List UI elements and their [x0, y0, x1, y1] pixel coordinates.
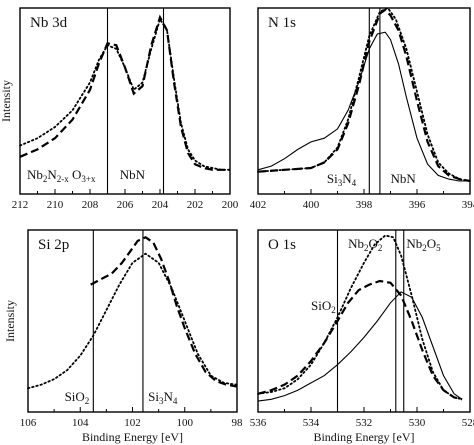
- x-tick-label: 396: [409, 199, 426, 211]
- peak-annotation: Nb2N2-x O3+x: [27, 167, 96, 184]
- series-line-dashed: [90, 236, 238, 388]
- peak-annotation: SiO2: [311, 298, 336, 315]
- x-tick-label: 212: [12, 199, 29, 211]
- x-tick-label: 100: [177, 417, 194, 429]
- peak-annotation: Nb2O5: [406, 236, 441, 253]
- x-tick-label: 208: [82, 199, 99, 211]
- x-tick-label: 102: [124, 417, 141, 429]
- x-tick-label: 400: [303, 199, 320, 211]
- x-axis-title: Binding Energy [eV]: [82, 430, 183, 444]
- x-tick-label: 394: [462, 199, 474, 211]
- series-line-dotted: [19, 17, 231, 171]
- peak-annotation: SiO2: [65, 389, 90, 406]
- peak-annotation: Si3N4: [148, 389, 178, 406]
- series-line-dashed: [19, 14, 230, 171]
- series-line-solid: [257, 291, 463, 402]
- x-tick-label: 532: [356, 417, 373, 429]
- peak-annotation: Nb2O2: [348, 236, 382, 253]
- x-tick-label: 104: [72, 417, 89, 429]
- x-tick-label: 402: [250, 199, 267, 211]
- peak-annotation: NbN: [120, 167, 146, 182]
- x-tick-label: 98: [232, 417, 244, 429]
- panel-title: N 1s: [268, 15, 296, 31]
- y-axis-title: Intensity: [0, 80, 13, 122]
- series-line-dotted: [257, 234, 463, 401]
- x-tick-label: 534: [303, 417, 320, 429]
- panel-nb-3d: 212 210 208 206 204 202 200 Nb 3d Nb2N2-x O3+x Nb…: [0, 7, 239, 211]
- x-tick-label: 206: [117, 199, 134, 211]
- panel-o-1s: 536 534 532 530 528 O 1s SiO2 Nb2O2 Nb2O5 Binding…: [250, 229, 474, 444]
- x-tick-label: 200: [222, 199, 239, 211]
- series-line-dashed: [257, 279, 463, 401]
- series-line-solid: [257, 31, 470, 182]
- series-line-dotted: [27, 252, 238, 390]
- panel-title: Nb 3d: [30, 15, 68, 31]
- x-tick-label: 202: [187, 199, 204, 211]
- x-tick-label: 106: [20, 417, 37, 429]
- panel-si-2p: 106 104 102 100 98 Si 2p SiO2 Si3N4 Intensity Bin…: [3, 229, 244, 444]
- x-tick-label: 536: [250, 417, 267, 429]
- panel-title: O 1s: [268, 237, 296, 253]
- x-tick-label: 530: [409, 417, 426, 429]
- plot-frame: [27, 229, 238, 413]
- panel-n-1s: 402 400 398 396 394 N 1s Si3N4 NbN: [250, 6, 474, 211]
- panel-title: Si 2p: [38, 237, 69, 253]
- x-tick-label: 528: [462, 417, 474, 429]
- x-tick-label: 210: [47, 199, 64, 211]
- x-tick-label: 204: [152, 199, 169, 211]
- series-line-dashed: [257, 8, 471, 183]
- series-line-dotted: [257, 6, 471, 182]
- x-tick-label: 398: [356, 199, 373, 211]
- peak-annotation: NbN: [391, 171, 417, 186]
- peak-annotation: Si3N4: [327, 171, 357, 188]
- x-axis-title: Binding Energy [eV]: [313, 430, 414, 444]
- y-axis-title: Intensity: [3, 300, 17, 342]
